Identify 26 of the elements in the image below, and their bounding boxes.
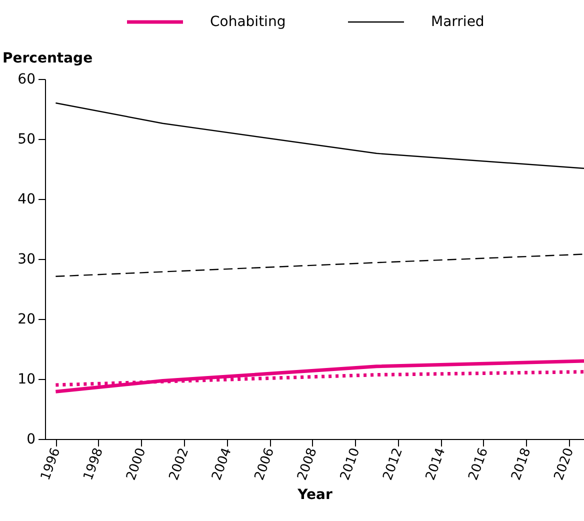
y-tick-label: 20 (18, 312, 36, 328)
x-tick-label: 2016 (466, 446, 492, 482)
y-tick-label: 60 (18, 72, 36, 88)
x-tick-label: 2000 (124, 446, 150, 482)
y-tick-label: 0 (26, 432, 36, 448)
y-tick-label: 50 (18, 132, 36, 148)
y-tick-label: 10 (18, 372, 36, 388)
x-axis-title: Year (296, 486, 332, 503)
y-tick-label: 40 (18, 192, 36, 208)
x-tick-label: 2004 (209, 446, 235, 482)
x-tick-label: 1996 (38, 446, 64, 482)
y-tick-label: 30 (18, 252, 36, 268)
legend-label: Cohabiting (210, 14, 286, 30)
x-tick-label: 2018 (508, 446, 534, 482)
x-tick-label: 2006 (252, 446, 278, 482)
line-series (54, 359, 584, 394)
line-series (55, 102, 584, 169)
x-tick-label: 2020 (552, 446, 578, 482)
x-tick-label: 2010 (338, 446, 364, 482)
x-tick-label: 2002 (166, 446, 192, 482)
x-tick-label: 2008 (294, 446, 320, 482)
legend-label: Married (431, 14, 484, 30)
x-tick-label: 2014 (423, 446, 449, 482)
x-tick-label: 1998 (81, 446, 106, 482)
x-tick-label: 2012 (380, 446, 406, 482)
y-axis-title: Percentage (2, 50, 93, 66)
